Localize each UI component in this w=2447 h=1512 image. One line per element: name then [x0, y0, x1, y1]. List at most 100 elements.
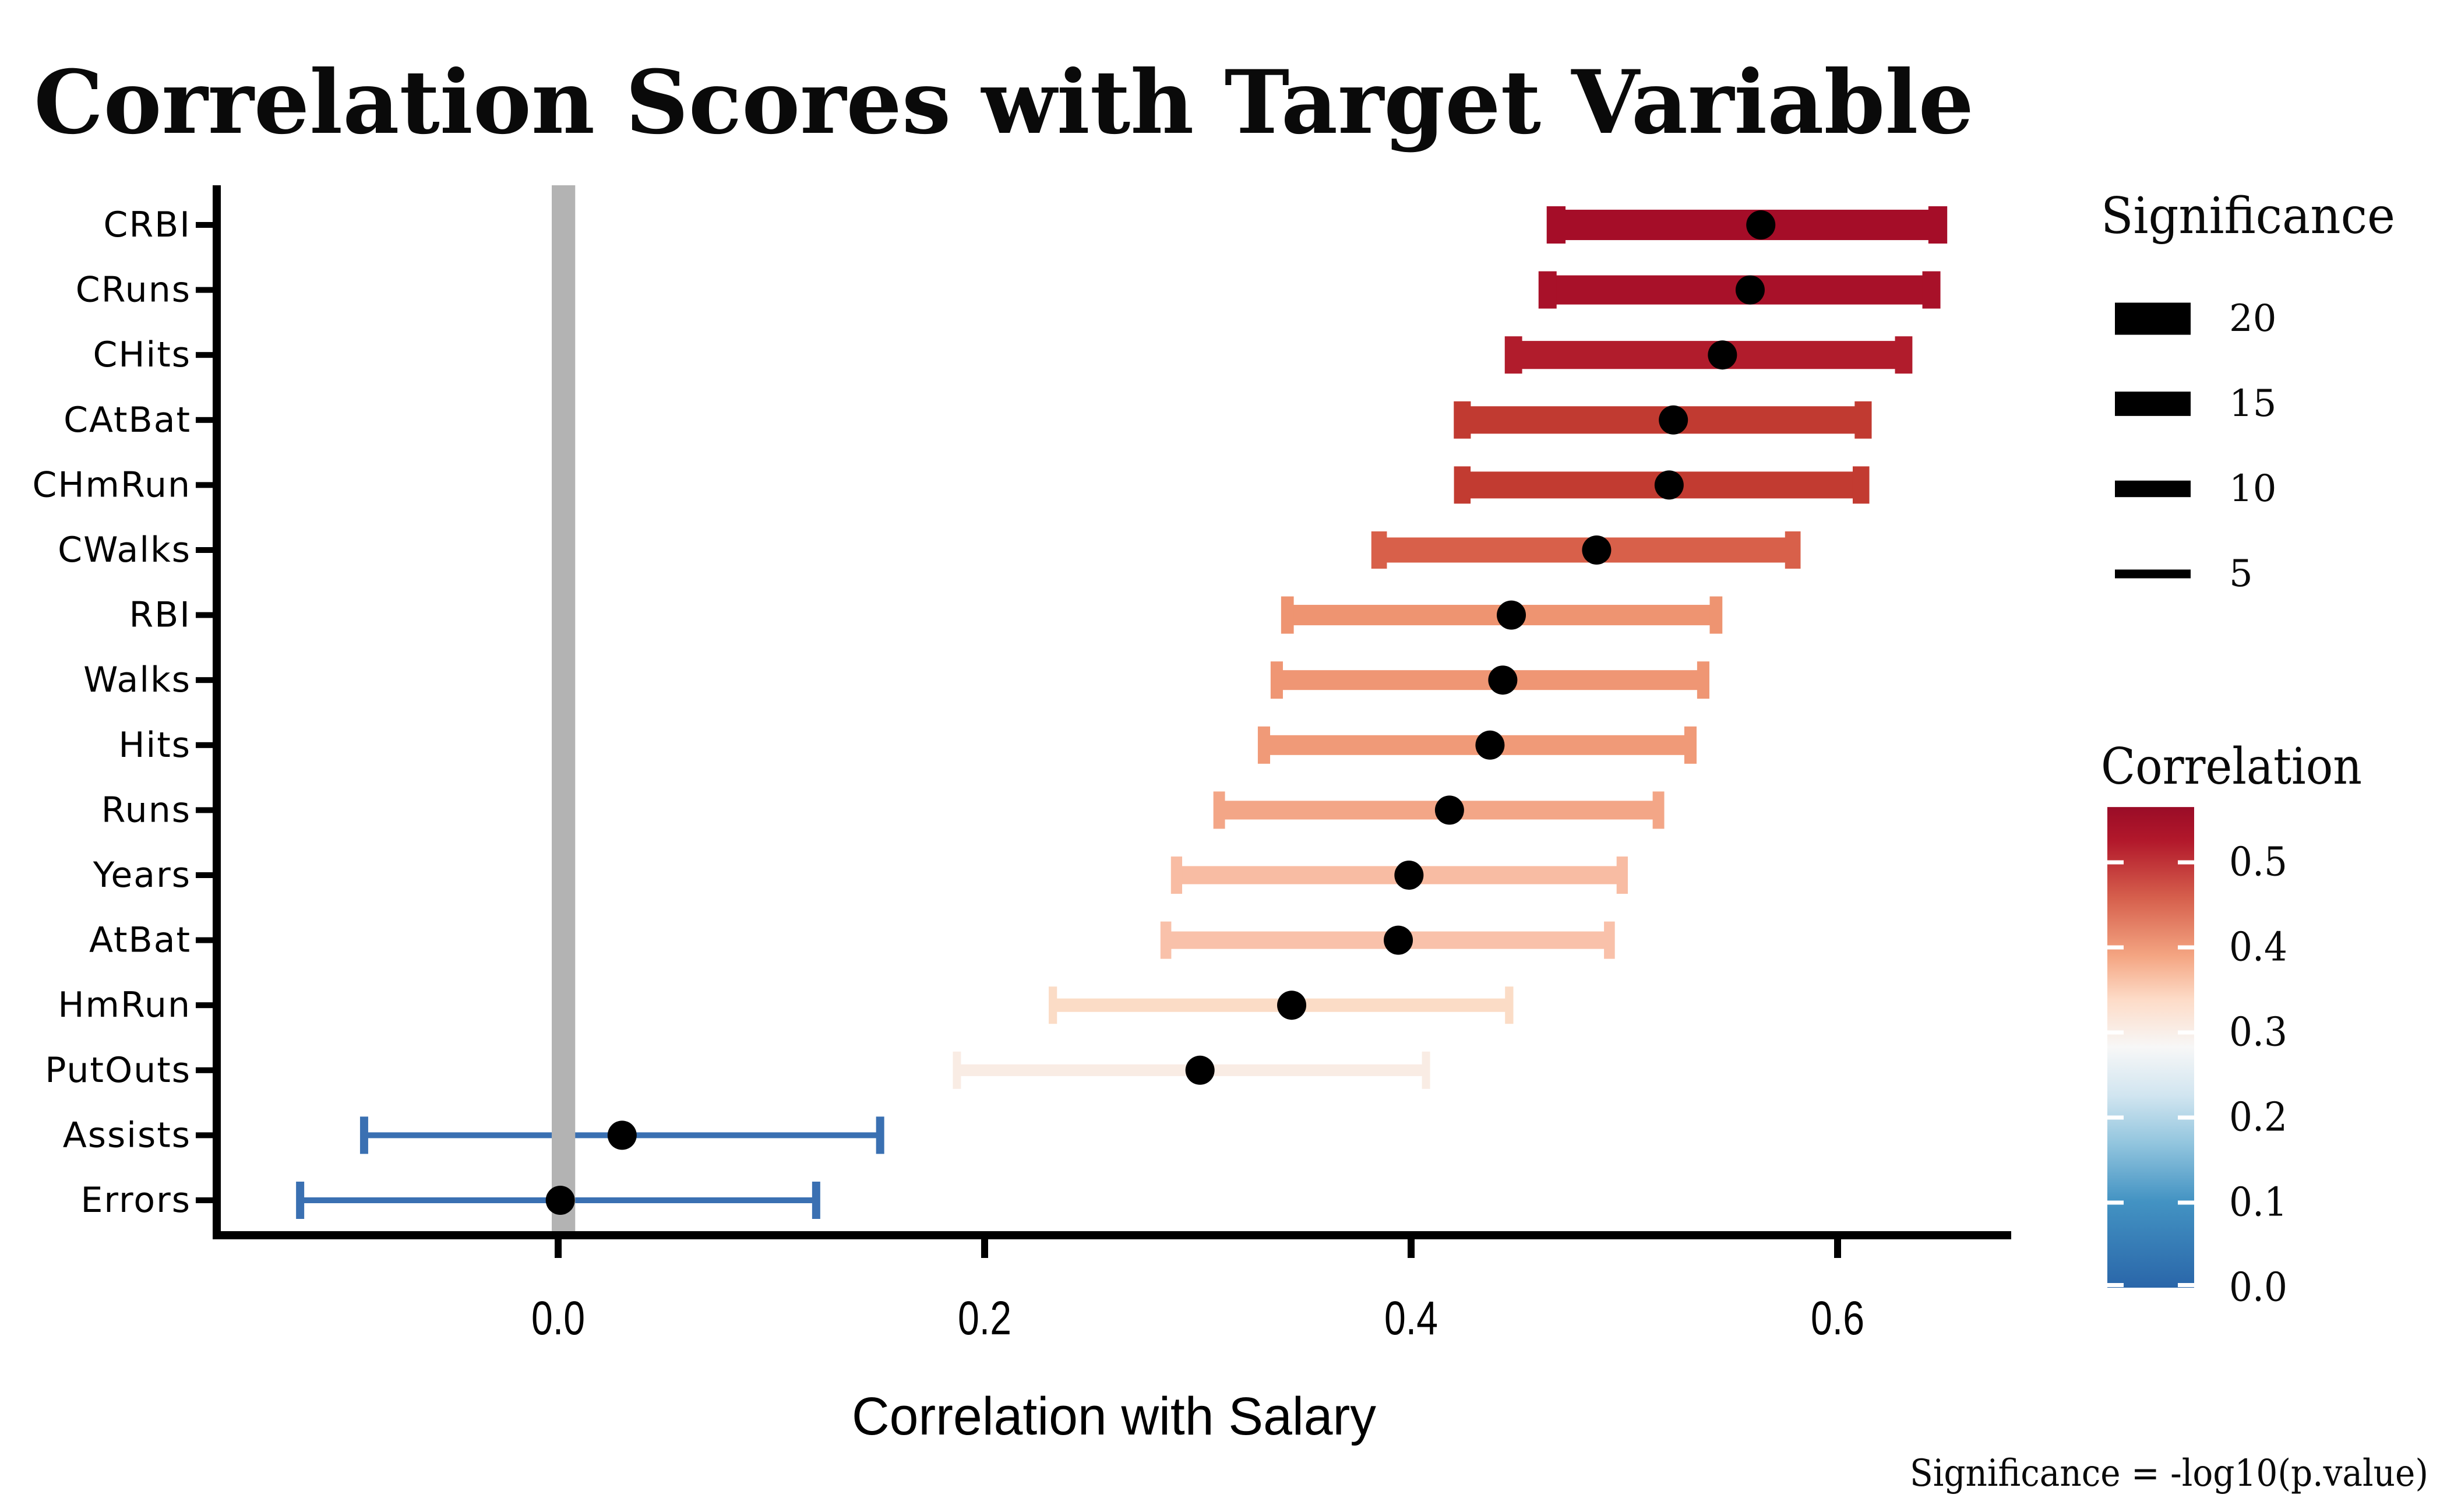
y-axis-label: CRBI — [104, 205, 191, 245]
ci-cap-right — [1928, 206, 1948, 244]
significance-key-bar — [2115, 302, 2191, 335]
ci-cap-left — [1546, 206, 1566, 244]
ci-cap-right — [1652, 791, 1665, 829]
ci-cap-right — [812, 1182, 820, 1219]
plot-panel: CRBI CRuns CHits CAtBat CHmRun CWalks RBI Walks… — [32, 185, 2011, 1345]
colorbar-tick-right — [2178, 1283, 2194, 1287]
ci-cap-right — [1505, 986, 1514, 1024]
significance-key-bar — [2115, 569, 2191, 579]
point-dot — [1497, 600, 1526, 630]
y-axis-tick — [196, 417, 213, 423]
x-axis-tick — [981, 1239, 988, 1258]
y-axis-tick — [196, 1132, 213, 1139]
ci-cap-left — [1160, 921, 1172, 959]
ci-cap-left — [1504, 336, 1522, 374]
y-axis-tick — [196, 872, 213, 878]
colorbar-tick-left — [2107, 945, 2124, 950]
point-dot — [1735, 275, 1765, 305]
ci-cap-right — [1604, 921, 1615, 959]
ci-cap-right — [1684, 726, 1697, 764]
ci-cap-left — [1257, 726, 1271, 764]
y-axis-label: RBI — [129, 595, 191, 636]
ci-cap-right — [1922, 271, 1941, 309]
ci-cap-right — [1616, 857, 1628, 894]
y-axis-tick — [196, 482, 213, 488]
ci-cap-left — [296, 1182, 305, 1219]
correlation-legend-title: Correlation — [2101, 738, 2362, 796]
ci-cap-right — [1422, 1051, 1430, 1089]
y-axis-label: CWalks — [58, 530, 191, 570]
significance-key-label: 5 — [2229, 552, 2253, 595]
y-axis-label: CRuns — [76, 270, 191, 311]
x-axis-tick-label: 0.0 — [531, 1292, 585, 1345]
y-axis-label: HmRun — [58, 985, 191, 1025]
y-axis-label: Hits — [118, 725, 191, 766]
x-axis-tick-label: 0.4 — [1384, 1292, 1438, 1345]
y-axis-tick — [196, 1067, 213, 1073]
significance-legend-title: Significance — [2101, 187, 2395, 245]
ci-cap-right — [1895, 336, 1913, 374]
colorbar-tick-left — [2107, 860, 2124, 865]
ci-cap-left — [1170, 857, 1183, 894]
colorbar-tick-right — [2178, 945, 2194, 950]
chart-title: Correlation Scores with Target Variable — [34, 51, 1974, 154]
colorbar-tick-label: 0.1 — [2229, 1180, 2287, 1226]
point-dot — [607, 1120, 637, 1150]
ci-cap-left — [1538, 271, 1557, 309]
point-dot — [1277, 991, 1307, 1020]
y-axis-tick — [196, 352, 213, 358]
significance-key-bar — [2115, 480, 2191, 498]
y-axis-label: CHits — [93, 334, 191, 375]
ci-cap-right — [1709, 596, 1723, 634]
zero-reference-band — [552, 185, 576, 1235]
y-axis-label: CHmRun — [32, 464, 191, 505]
colorbar-tick-label: 0.4 — [2229, 925, 2287, 971]
colorbar-tick-left — [2107, 1115, 2124, 1120]
ci-cap-right — [1852, 466, 1870, 504]
colorbar-tick-label: 0.2 — [2229, 1095, 2287, 1141]
y-axis-label: AtBat — [89, 920, 191, 961]
ci-cap-left — [1454, 466, 1471, 504]
ci-cap-right — [876, 1116, 884, 1154]
significance-key-label: 20 — [2229, 297, 2276, 340]
significance-legend: Significance 20 15 10 5 — [2101, 187, 2395, 595]
x-axis-tick — [1834, 1239, 1841, 1258]
y-axis-tick — [196, 1002, 213, 1009]
y-axis-label: CAtBat — [64, 400, 191, 440]
colorbar-tick-left — [2107, 1283, 2124, 1287]
point-dot — [1659, 405, 1688, 435]
colorbar-tick-left — [2107, 1200, 2124, 1205]
colorbar-tick-label: 0.5 — [2229, 840, 2287, 886]
y-axis-label: Walks — [83, 660, 191, 700]
colorbar-tick-label: 0.3 — [2229, 1010, 2287, 1056]
colorbar-tick-label: 0.0 — [2229, 1265, 2287, 1311]
y-axis-tick — [196, 612, 213, 618]
colorbar-tick-right — [2178, 1200, 2194, 1205]
colorbar-tick-right — [2178, 860, 2194, 865]
colorbar-tick-left — [2107, 1030, 2124, 1035]
y-axis-label: Errors — [80, 1180, 191, 1221]
ci-cap-left — [1371, 531, 1387, 569]
significance-key-label: 15 — [2229, 382, 2276, 425]
correlation-colorbar-legend: Correlation 0.5 0.4 0.3 0.2 0.1 0.0 — [2101, 738, 2362, 1311]
colorbar-gradient — [2107, 807, 2194, 1288]
y-axis-tick — [196, 937, 213, 943]
ci-cap-left — [1454, 401, 1471, 439]
ci-cap-right — [1785, 531, 1801, 569]
y-axis-label: Years — [93, 855, 191, 896]
point-dot — [1394, 861, 1424, 890]
y-axis-tick — [196, 222, 213, 228]
chart-row — [1546, 206, 1948, 244]
point-dot — [1654, 470, 1684, 500]
point-dot — [1746, 210, 1776, 239]
point-dot — [1488, 665, 1518, 695]
x-axis-title: Correlation with Salary — [852, 1387, 1376, 1446]
y-axis-label: Assists — [63, 1115, 191, 1155]
point-dot — [1185, 1055, 1215, 1085]
chart-caption: Significance = -log10(p.value) — [1910, 1452, 2428, 1495]
ci-cap-right — [1854, 401, 1872, 439]
ci-cap-left — [1213, 791, 1225, 829]
x-axis-line — [213, 1231, 2011, 1239]
ci-cap-right — [1697, 661, 1709, 699]
point-dot — [1434, 795, 1464, 825]
